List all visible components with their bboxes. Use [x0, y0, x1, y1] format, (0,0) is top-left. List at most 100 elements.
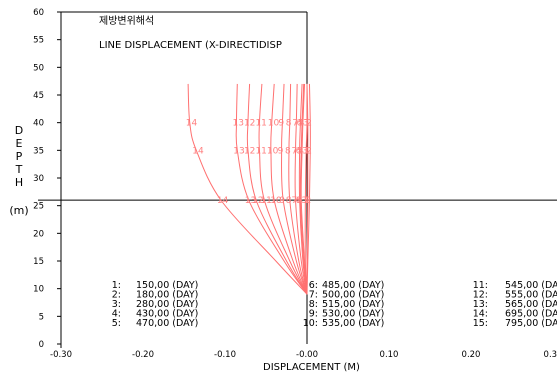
series-number-label: 8: [286, 119, 292, 129]
legend-entry-time: 555,00 (DAY): [505, 290, 557, 301]
series-number-label: 6: [296, 119, 302, 129]
x-tick-label: -0.20: [132, 350, 154, 360]
y-tick-label: 15: [33, 257, 44, 267]
series-line-3: [304, 83, 308, 295]
y-tick-label: 45: [33, 91, 44, 101]
y-axis-label-unit: (m): [9, 204, 28, 217]
y-tick-label: 35: [33, 146, 44, 156]
y-tick-label: 10: [33, 285, 44, 295]
y-tick-label: 40: [33, 119, 44, 129]
legend-entry-number: 3:: [112, 299, 121, 310]
x-tick-label: 0.20: [462, 350, 481, 360]
series-line-8: [288, 83, 308, 295]
legend-entry-time: 485,00 (DAY): [322, 280, 384, 291]
legend-entry-number: 8:: [309, 299, 318, 310]
annotation-subtitle: LINE DISPLACEMENT (X-DIRECTIDISP: [99, 40, 282, 51]
y-tick-label: 55: [33, 36, 44, 46]
legend-entry-number: 2:: [112, 290, 121, 301]
x-tick-label: 0.10: [380, 350, 399, 360]
legend-entry-time: 180,00 (DAY): [136, 290, 198, 301]
series-line-4: [300, 83, 308, 295]
series-number-label: 8: [285, 146, 291, 156]
series-number-label: 13: [233, 146, 244, 156]
series-number-label: 2: [306, 146, 312, 156]
legend-entry-number: 5:: [112, 318, 121, 329]
legend-entry-time: 795,00 (DAY): [505, 318, 557, 329]
series-number-label: 14: [186, 119, 198, 129]
y-tick-label: 30: [33, 174, 44, 184]
series-number-label: 7: [292, 146, 298, 156]
legend-entry-time: 470,00 (DAY): [136, 318, 198, 329]
legend-entry-number: 15:: [473, 318, 488, 329]
legend-entry-time: 280,00 (DAY): [136, 299, 198, 310]
series-line-14: [187, 83, 308, 295]
series-number-label: 3: [301, 196, 307, 206]
legend-entry-time: 545,00 (DAY): [505, 280, 557, 291]
series-number-label: 6: [296, 146, 302, 156]
series-number-label: 9: [278, 119, 284, 129]
legend-entry-number: 6:: [309, 280, 318, 291]
legend-entry-time: 515,00 (DAY): [322, 299, 384, 310]
x-axis-label: DISPLACEMENT (M): [263, 362, 360, 373]
legend-entry-time: 535,00 (DAY): [322, 318, 384, 329]
series-line-5: [299, 83, 308, 295]
series-number-label: 5: [298, 119, 304, 129]
series-number-label: 10: [267, 146, 279, 156]
series-line-13: [235, 83, 308, 295]
legend-entry-number: 1:: [112, 280, 121, 291]
legend-entry-time: 430,00 (DAY): [136, 309, 198, 320]
series-line-11: [258, 83, 308, 295]
legend-entry-time: 150,00 (DAY): [136, 280, 198, 291]
series-line-9: [281, 83, 308, 295]
series-line-6: [298, 83, 308, 295]
series-number-label: 9: [279, 196, 285, 206]
series-number-label: 12: [244, 146, 255, 156]
series-number-label: 10: [268, 119, 280, 129]
legend-entry-number: 7:: [309, 290, 318, 301]
y-axis-label-letter: H: [15, 176, 23, 189]
legend-entry-number: 10:: [303, 318, 318, 329]
y-axis-label-letter: P: [16, 150, 23, 163]
series-number-label: 8: [286, 196, 292, 206]
series-number-label: 1: [304, 196, 310, 206]
y-axis-label-letter: T: [15, 163, 23, 176]
legend-entry-time: 565,00 (DAY): [505, 299, 557, 310]
series-layer: 1112223334445556667778889991010101111111…: [186, 83, 312, 295]
legend-entry-time: 695,00 (DAY): [505, 309, 557, 320]
series-number-label: 14: [192, 146, 204, 156]
x-tick-label: -0.10: [214, 350, 236, 360]
series-number-label: 11: [255, 146, 266, 156]
series-number-label: 13: [245, 196, 256, 206]
series-number-label: 11: [260, 196, 271, 206]
x-tick-labels: -0.30 -0.20 -0.10 -0.00 0.10 0.20 0.30: [50, 350, 557, 360]
series-number-label: 2: [306, 119, 312, 129]
series-number-label: 12: [252, 196, 263, 206]
series-number-label: 7: [292, 196, 298, 206]
x-tick-label: -0.00: [296, 350, 318, 360]
legend-entry-number: 9:: [309, 309, 318, 320]
x-tick-label: -0.30: [50, 350, 72, 360]
legend-entry-number: 4:: [112, 309, 121, 320]
series-line-7: [294, 83, 308, 295]
y-tick-label: 5: [39, 312, 44, 322]
series-number-label: 13: [232, 119, 243, 129]
y-tick-label: 20: [33, 229, 44, 239]
x-tick-label: 0.30: [544, 350, 557, 360]
legend-entry-number: 13:: [473, 299, 488, 310]
series-number-label: 1: [304, 146, 310, 156]
series-number-label: 3: [302, 146, 308, 156]
series-line-2: [306, 83, 311, 295]
legend-entry-time: 530,00 (DAY): [322, 309, 384, 320]
legend-entry-number: 12:: [473, 290, 488, 301]
series-number-label: 9: [278, 146, 284, 156]
legend: 1: 150,00 (DAY) 2: 180,00 (DAY) 3: 280,00 (DA…: [112, 280, 557, 329]
series-line-1: [306, 83, 309, 295]
series-number-label: 7: [292, 119, 298, 129]
y-tick-labels: 0 5 10 15 20 25 30 35 40 45 50 55 60: [33, 8, 61, 350]
annotation-title: 제방변위해석: [99, 14, 154, 27]
legend-entry-number: 11:: [473, 280, 488, 291]
y-tick-label: 25: [33, 202, 44, 212]
series-number-label: 5: [297, 146, 303, 156]
